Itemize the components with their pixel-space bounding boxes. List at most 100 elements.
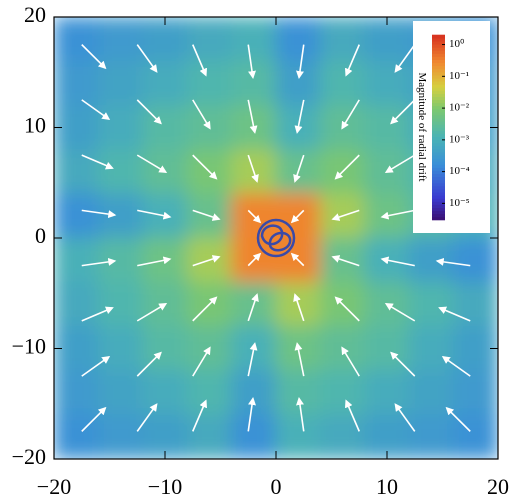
vector-arrow (81, 44, 107, 70)
vector-arrow (137, 209, 172, 220)
x-tick-label: 10 (376, 474, 398, 499)
colorbar-step (432, 207, 445, 212)
vector-arrow (136, 351, 162, 377)
orbit (268, 231, 292, 252)
heat-cell (231, 370, 277, 416)
vector-arrow (293, 154, 305, 183)
colorbar-step (432, 195, 445, 199)
heat-cell (231, 60, 277, 106)
y-tick-label: 10 (24, 113, 46, 138)
colorbar-step (432, 117, 445, 122)
colorbar-step (432, 53, 445, 57)
colorbar-step (432, 56, 445, 60)
vector-arrow (380, 209, 415, 220)
x-tick-label: −10 (148, 474, 182, 499)
colorbar-step (432, 145, 445, 150)
vector-arrow (435, 257, 471, 267)
colorbar-step (432, 216, 445, 221)
colorbar-step (432, 62, 445, 67)
vector-arrow (247, 293, 259, 322)
vector-arrow (247, 252, 262, 267)
vector-arrow (192, 99, 211, 130)
heat-cell (319, 17, 366, 62)
colorbar-step (432, 40, 445, 45)
vector-arrow (341, 99, 360, 130)
x-tick-label: 0 (271, 474, 282, 499)
heat-cell (97, 281, 144, 327)
colorbar-tick-label: 10⁰ (449, 38, 465, 50)
vector-arrow (81, 355, 111, 377)
vector-arrow (290, 209, 305, 224)
colorbar-step (432, 93, 445, 97)
vector-arrow (445, 406, 471, 432)
heat-cell (54, 193, 99, 239)
vector-arrow (345, 44, 360, 77)
heat-cell (186, 17, 233, 62)
colorbar-step (432, 96, 445, 101)
vector-arrow (331, 209, 360, 221)
colorbar-step (432, 90, 445, 94)
colorbar-step (432, 173, 445, 178)
vector-arrow (136, 154, 168, 173)
vector-arrow (192, 255, 221, 267)
vector-arrow (380, 256, 415, 267)
vector-arrow (334, 296, 360, 322)
colorbar-step (432, 50, 445, 54)
x-tick-label: 20 (487, 474, 509, 499)
vector-arrow (345, 399, 360, 432)
colorbar-step (432, 77, 445, 82)
heat-cell (231, 414, 277, 459)
axes: −20 −10 0 10 20 −20 −10 0 10 20 (12, 2, 509, 499)
colorbar-step (432, 121, 445, 125)
heat-cell (142, 60, 188, 106)
heat-cell (453, 370, 498, 416)
vector-arrow (247, 99, 258, 134)
heat-cell (275, 370, 321, 416)
vector-arrow (192, 399, 207, 432)
vector-arrow (293, 293, 305, 322)
vector-arrow (192, 346, 211, 377)
orbits (256, 218, 296, 258)
colorbar-step (432, 142, 445, 147)
colorbar-step (432, 108, 445, 113)
colorbar-step (432, 47, 445, 51)
colorbar-step (432, 59, 445, 64)
vector-arrow (192, 209, 221, 221)
heat-cell (319, 414, 366, 459)
heat-cell (54, 370, 99, 416)
vector-arrow (247, 396, 256, 432)
vector-arrow (441, 355, 471, 377)
heat-cell (186, 414, 233, 459)
heat-cell (319, 370, 366, 416)
colorbar-step (432, 37, 445, 42)
colorbar-step (432, 210, 445, 215)
heat-cell (54, 149, 99, 195)
colorbar-tick-label: 10⁻² (449, 102, 470, 114)
vector-arrow (81, 406, 107, 432)
vector-arrow (81, 154, 114, 170)
colorbar-step (432, 74, 445, 79)
vector-arrow (247, 209, 262, 224)
heat-cell (453, 237, 498, 283)
colorbar-step (432, 185, 445, 190)
colorbar-step (432, 179, 445, 184)
heat-cell (408, 237, 455, 283)
vector-arrow (341, 346, 360, 377)
vector-arrow (296, 396, 305, 432)
colorbar-step (432, 133, 445, 138)
heat-cell (97, 237, 144, 283)
heat-cell (408, 414, 455, 459)
vector-arrow (136, 99, 162, 125)
vector-arrow (136, 44, 158, 73)
colorbar-step (432, 151, 445, 156)
heat-cell (364, 370, 410, 416)
orbit (256, 218, 296, 258)
y-tick-label: 20 (24, 2, 46, 27)
colorbar-step (432, 191, 445, 196)
colorbar-step (432, 213, 445, 218)
colorbar-step (432, 136, 445, 141)
vector-arrow (294, 342, 305, 377)
colorbar-step (432, 34, 445, 39)
colorbar-step (432, 87, 445, 91)
